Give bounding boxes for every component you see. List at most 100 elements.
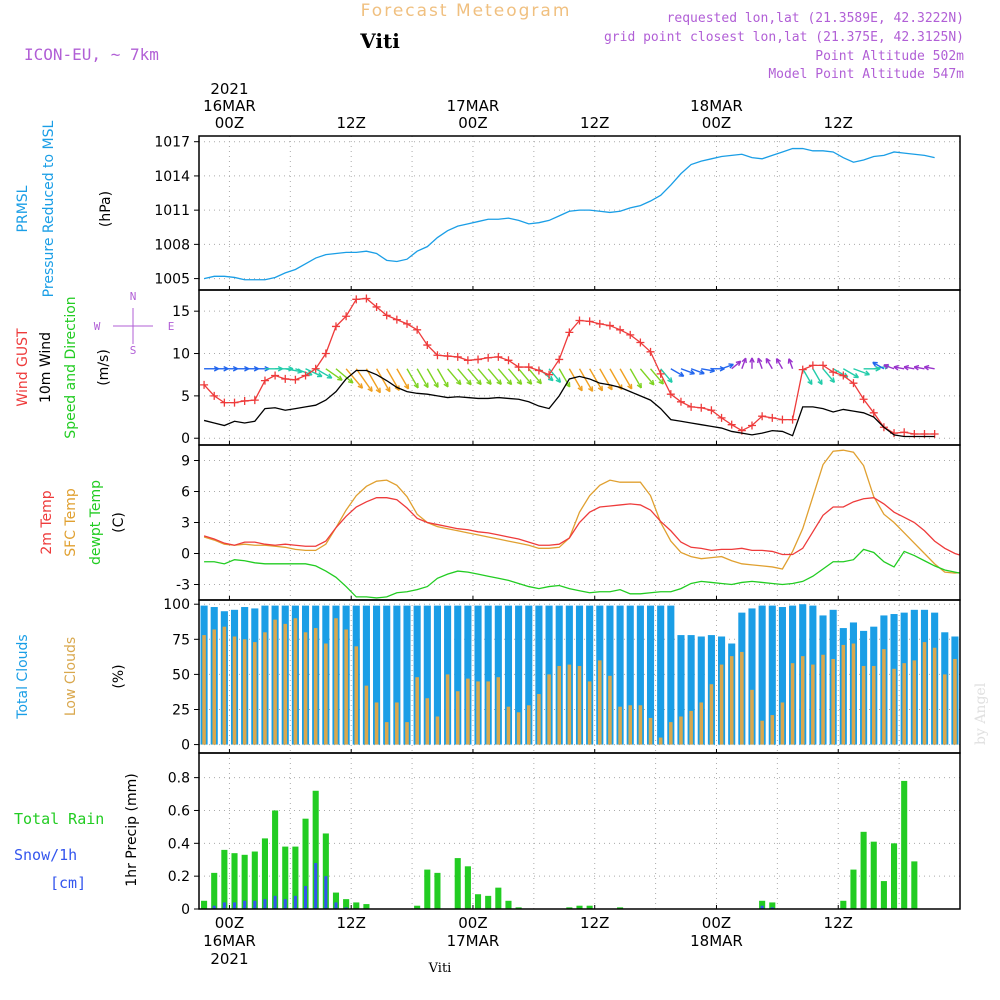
wind-arrow-shaft <box>285 368 303 373</box>
wind-arrow <box>822 368 836 383</box>
gust-marker <box>676 397 685 406</box>
precip-legend-label: Snow/1h <box>14 846 77 864</box>
wind-arrow <box>619 368 633 390</box>
wind-arrow-shaft <box>872 361 885 370</box>
wind-arrow-shaft <box>416 368 429 388</box>
panel-clouds: 0 25 50 75 100 <box>163 597 961 754</box>
wind-arrow-shaft <box>335 368 354 384</box>
wind-arrow <box>507 368 523 385</box>
pressure-vertical-grid <box>228 136 900 290</box>
low-cloud-bar <box>892 668 896 745</box>
wind-arrow-shaft <box>639 368 655 386</box>
wind-arrow-head <box>423 382 429 389</box>
y-tick-label: 15 <box>172 304 190 320</box>
low-cloud-bar <box>405 722 409 745</box>
low-cloud-bar <box>354 646 359 745</box>
gust-marker <box>423 341 432 350</box>
gust-marker <box>321 349 330 358</box>
wind-arrow-head <box>636 382 642 389</box>
y-tick-label: 50 <box>172 667 190 683</box>
y-tick-label: 5 <box>181 389 190 405</box>
wind-arrow-head <box>807 379 813 386</box>
wind-arrow <box>670 368 685 377</box>
low-cloud-bar <box>882 649 886 745</box>
low-cloud-bar <box>851 643 856 745</box>
top-time-label: 00Z <box>215 114 244 132</box>
wind-arrow <box>295 368 313 377</box>
wind-arrow-head <box>516 379 523 385</box>
rain-bar <box>850 869 857 909</box>
rain-bar <box>343 899 350 909</box>
gust-marker <box>616 325 625 334</box>
total-cloud-bar <box>484 605 492 745</box>
panel-pressure: 1005 1008 1011 1014 1017 <box>154 135 961 291</box>
rain-bar <box>312 790 319 909</box>
low-cloud-bar <box>273 619 277 745</box>
low-cloud-bar <box>445 674 450 745</box>
wind-arrow-shaft <box>649 368 664 385</box>
rain-bar <box>414 905 421 909</box>
top-time-label: 2021 <box>210 80 248 98</box>
wind-arrow-shaft <box>436 368 449 388</box>
wind-arrow-head <box>853 372 860 379</box>
y-tick-label: 1005 <box>154 272 190 288</box>
total-cloud-bar <box>454 605 462 745</box>
bottom-time-label: 17MAR <box>447 932 500 950</box>
total-cloud-bar <box>748 608 756 745</box>
panel-temperature: -3 0 3 6 9 <box>176 444 961 601</box>
wind-arrow-head <box>627 383 633 390</box>
gust-marker <box>727 420 736 429</box>
total-cloud-bar <box>626 605 634 745</box>
wind-arrow <box>721 363 734 370</box>
total-cloud-bar <box>646 605 655 745</box>
gust-marker <box>636 338 645 347</box>
top-time-label: 12Z <box>337 114 366 132</box>
low-cloud-bar <box>821 654 825 745</box>
requested-coordinates: requested lon,lat (21.3589E, 42.3222N) <box>667 11 964 26</box>
bottom-time-label: 00Z <box>458 914 487 932</box>
wind-arrow-head <box>443 381 449 388</box>
low-cloud-bar <box>780 702 785 745</box>
compass-e: E <box>168 320 175 333</box>
wind-arrow-head <box>357 383 364 389</box>
gust-marker <box>210 391 219 400</box>
total-cloud-bar <box>657 605 665 745</box>
total-cloud-bar <box>697 636 705 745</box>
bottom-time-label: 12Z <box>580 914 609 932</box>
bottom-time-label: 16MAR <box>203 932 256 950</box>
wind-arrow-shaft <box>497 368 513 385</box>
wind-arrow-head <box>455 379 462 386</box>
gust-marker <box>271 371 280 380</box>
snow-bar <box>304 886 308 909</box>
rain-bar <box>231 853 238 909</box>
wind-arrow-shaft <box>903 366 915 370</box>
compass-cross <box>113 308 153 344</box>
gust-marker <box>747 421 756 430</box>
header: Forecast Meteogram Viti ICON-EU, ~ 7km r… <box>24 1 964 82</box>
low-cloud-bar <box>800 656 805 745</box>
wind-arrow <box>305 368 323 378</box>
wind-arrow-shaft <box>741 357 747 370</box>
rain-bar <box>434 872 441 909</box>
rain-bar <box>211 872 218 909</box>
snow-bar <box>770 907 774 909</box>
low-cloud-bar <box>202 635 206 745</box>
wind-arrow-head <box>649 379 655 386</box>
total-cloud-bar <box>636 605 644 745</box>
watermark: by Angel <box>973 682 989 745</box>
wind-arrow-head <box>829 377 836 383</box>
wind-arrow <box>568 368 583 392</box>
footer-location: Viti <box>428 961 452 976</box>
wind-arrow <box>680 368 695 375</box>
wind-arrow-shaft <box>788 358 794 370</box>
pressure-labels: PRMSL Pressure Reduced to MSL (hPa) <box>15 120 114 297</box>
snow-bar <box>314 863 318 909</box>
temperature-label: SFC Temp <box>63 488 79 557</box>
y-tick-label: 0.2 <box>168 869 190 885</box>
gust-marker <box>291 375 300 384</box>
wind-arrow <box>731 360 742 370</box>
rain-bar <box>566 907 573 909</box>
temperature-label: dewpt Temp <box>88 480 104 565</box>
temperature-label: (C) <box>111 512 127 533</box>
